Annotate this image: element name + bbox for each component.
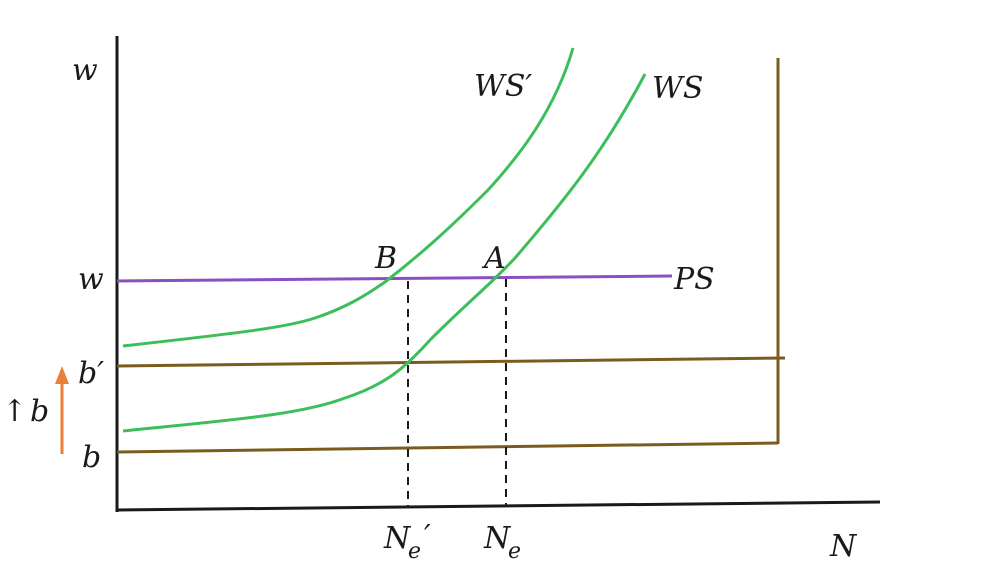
- b-line: [116, 441, 779, 454]
- b-prime-label: b′: [78, 356, 104, 391]
- ws-curve: [122, 73, 647, 433]
- b-label: b: [82, 440, 101, 475]
- increase-arrow-head: [55, 366, 69, 384]
- y-axis-label: w: [72, 53, 98, 88]
- w-level-label: w: [78, 262, 104, 297]
- point-b-label: B: [374, 241, 397, 276]
- ne-main: N: [483, 521, 512, 556]
- up-arrow-glyph: ↑: [2, 394, 27, 429]
- ne-prime-sub: e: [408, 539, 421, 564]
- ws-prime-label: WS′: [474, 69, 532, 104]
- ne-prime-mark: ′: [424, 519, 431, 554]
- x-axis-label: N: [829, 529, 858, 564]
- ne-label: N e: [483, 521, 521, 564]
- point-a-label: A: [481, 241, 506, 276]
- increase-b-label: b: [30, 394, 49, 429]
- ps-line: [116, 274, 673, 283]
- ps-label: PS: [673, 262, 715, 297]
- ne-prime-main: N: [383, 521, 412, 556]
- x-axis: [116, 500, 881, 512]
- b-prime-line: [116, 356, 786, 368]
- ws-label: WS: [652, 71, 703, 106]
- ne-sub: e: [508, 539, 521, 564]
- ws-prime-curve: [122, 47, 575, 348]
- ne-prime-label: N e ′: [383, 519, 431, 564]
